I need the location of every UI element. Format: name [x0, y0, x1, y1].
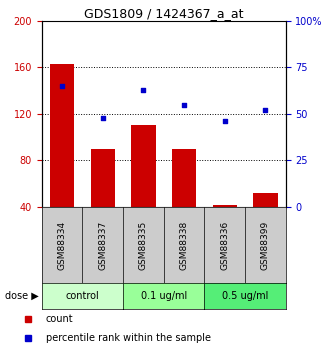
- Text: control: control: [65, 291, 99, 301]
- Text: GSM88336: GSM88336: [220, 220, 229, 269]
- Text: 0.5 ug/ml: 0.5 ug/ml: [222, 291, 268, 301]
- Point: [263, 107, 268, 113]
- Text: percentile rank within the sample: percentile rank within the sample: [46, 333, 211, 343]
- Text: count: count: [46, 314, 73, 324]
- Point: [59, 83, 65, 89]
- Text: 0.1 ug/ml: 0.1 ug/ml: [141, 291, 187, 301]
- Text: GSM88335: GSM88335: [139, 220, 148, 269]
- Text: GSM88338: GSM88338: [179, 220, 188, 269]
- Bar: [91, 149, 115, 207]
- Title: GDS1809 / 1424367_a_at: GDS1809 / 1424367_a_at: [84, 7, 243, 20]
- Bar: [131, 126, 156, 207]
- Point: [222, 119, 227, 124]
- Bar: [50, 64, 74, 207]
- Point: [181, 102, 187, 107]
- Text: GSM88334: GSM88334: [57, 220, 66, 269]
- Text: GSM88399: GSM88399: [261, 220, 270, 269]
- Point: [100, 115, 105, 120]
- Point: [141, 87, 146, 92]
- Bar: [213, 205, 237, 207]
- Bar: [253, 193, 278, 207]
- Bar: [172, 149, 196, 207]
- Text: dose ▶: dose ▶: [4, 291, 39, 301]
- Text: GSM88337: GSM88337: [98, 220, 107, 269]
